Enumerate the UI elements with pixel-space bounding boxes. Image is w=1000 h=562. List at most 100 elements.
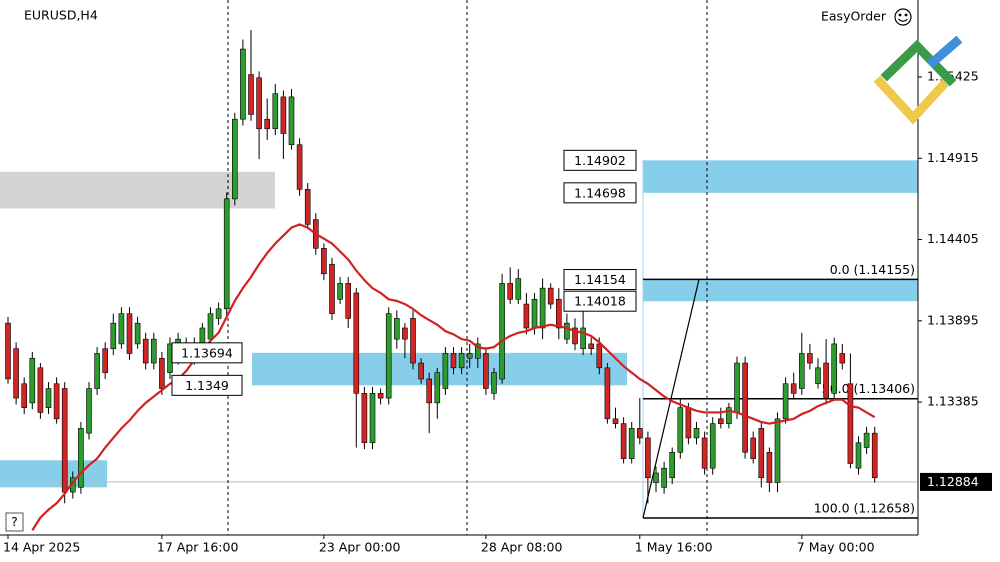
x-tick-label: 23 Apr 00:00 <box>319 540 401 555</box>
candle-body <box>450 353 457 369</box>
candle-body <box>151 338 157 364</box>
candle-body <box>232 118 238 200</box>
zone-label-box <box>563 182 637 204</box>
candle-body <box>256 77 262 130</box>
candle-body <box>215 308 222 319</box>
candle-body <box>442 353 449 389</box>
x-tick-label: 7 May 00:00 <box>797 540 875 555</box>
candle-body <box>393 318 400 340</box>
help-button[interactable] <box>5 512 24 532</box>
candle-body <box>264 118 271 130</box>
candle-body <box>37 367 44 413</box>
candle-body <box>507 283 514 300</box>
candle-body <box>709 423 716 469</box>
y-tick-label: 1.14915 <box>927 150 979 165</box>
candle-body <box>564 322 570 340</box>
fib-trendline <box>642 279 700 519</box>
candle-body <box>620 423 627 459</box>
x-tick-label: 28 Apr 08:00 <box>481 540 563 555</box>
candle-body <box>345 283 352 319</box>
candle-body <box>596 343 603 369</box>
zone-label-box <box>171 342 243 364</box>
candle-body <box>304 189 311 225</box>
candle-body <box>240 48 246 120</box>
candle-body <box>426 378 433 404</box>
x-tick-label: 14 Apr 2025 <box>3 540 80 555</box>
candle-body <box>628 428 635 459</box>
candle-body <box>515 278 522 300</box>
candle-body <box>321 247 327 275</box>
candle-body <box>418 362 424 380</box>
x-tick-label: 1 May 16:00 <box>635 540 713 555</box>
fib-label: 0.0 (1.14155) <box>830 262 915 277</box>
zone <box>643 160 918 193</box>
expert-label: EasyOrder <box>821 9 887 24</box>
candle-body <box>385 313 392 399</box>
candle-body <box>126 313 133 354</box>
candle-body <box>580 327 586 349</box>
candle-body <box>539 287 546 329</box>
candle-body <box>790 383 797 394</box>
candle-body <box>21 383 28 408</box>
candle-body <box>572 327 578 345</box>
y-tick-label: 1.13385 <box>927 394 979 409</box>
fib-label: 50.0 (1.13406) <box>822 381 915 396</box>
candle-body <box>547 287 554 305</box>
candle-body <box>831 343 838 394</box>
candle-body <box>5 322 11 380</box>
help-label[interactable]: ? <box>11 514 18 529</box>
zone-label-box <box>563 269 637 291</box>
candle-body <box>223 198 230 310</box>
candle-body <box>458 353 465 369</box>
candle-body <box>13 348 19 399</box>
candle-body <box>588 343 595 349</box>
last-price-box <box>920 472 992 491</box>
candle-body <box>555 298 562 329</box>
candle-body <box>61 388 68 493</box>
zone-label: 1.1349 <box>185 378 229 393</box>
candle-body <box>685 407 692 439</box>
candle-body <box>499 283 505 380</box>
zone-label-box <box>563 149 637 171</box>
candle-body <box>159 357 165 389</box>
candle-body <box>353 292 360 394</box>
zone-label: 1.14698 <box>574 185 626 200</box>
candle-body <box>466 353 473 359</box>
candle-body <box>807 353 813 364</box>
candle-body <box>402 327 408 340</box>
candle-body <box>798 353 805 389</box>
fib-label: 100.0 (1.12658) <box>814 500 915 515</box>
candle-body <box>134 322 141 345</box>
candle-body <box>661 467 667 488</box>
candle-body <box>734 362 740 413</box>
candle-body <box>693 428 700 439</box>
candle-body <box>717 418 724 424</box>
candle-body <box>531 298 538 329</box>
candle-body <box>653 472 659 483</box>
candle-body <box>839 353 846 364</box>
candle-body <box>110 322 117 349</box>
candle-body <box>142 338 149 364</box>
candle-body <box>118 313 125 345</box>
zone-label: 1.14902 <box>574 153 626 168</box>
candle-body <box>78 428 84 488</box>
candle-body <box>669 451 676 479</box>
candle-body <box>782 383 789 420</box>
y-tick-label: 1.13895 <box>927 312 979 327</box>
candle-body <box>774 418 781 483</box>
candle-body <box>280 96 287 134</box>
candle-body <box>604 367 611 420</box>
symbol-title: EURUSD,H4 <box>24 8 98 23</box>
candle-body <box>296 144 303 190</box>
candle-body <box>329 263 335 314</box>
candle-body <box>863 432 870 448</box>
candle-body <box>337 283 343 300</box>
candle-body <box>645 437 651 479</box>
candle-body <box>815 367 821 385</box>
zone <box>643 279 918 302</box>
candle-body <box>742 362 748 453</box>
zone-label-box <box>563 290 637 312</box>
candle-body <box>288 96 295 146</box>
candle-body <box>272 93 279 130</box>
